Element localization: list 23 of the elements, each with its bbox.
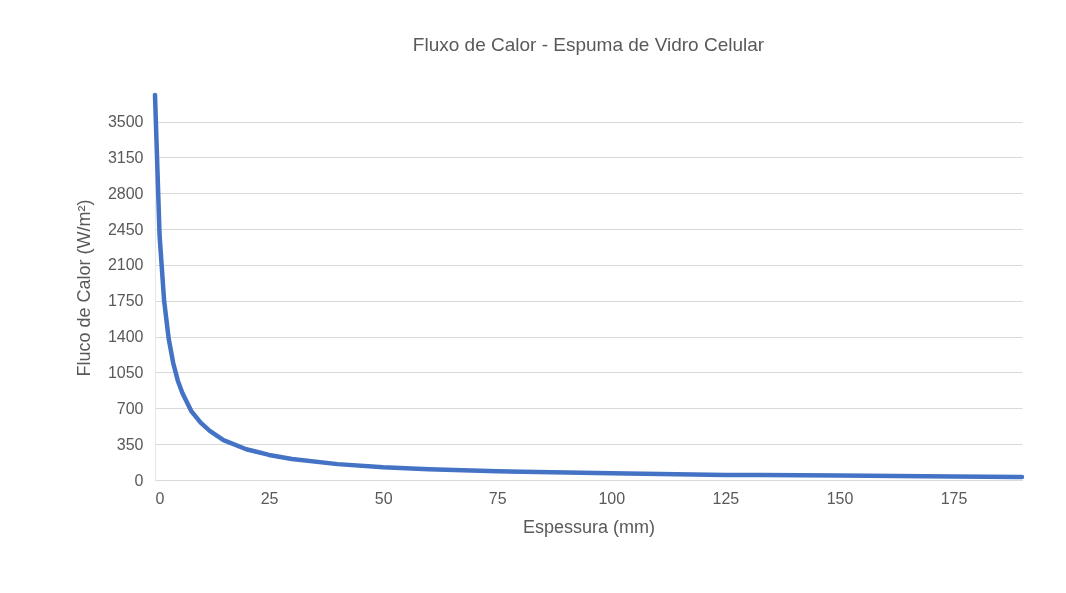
x-tick-label: 50 — [374, 489, 393, 507]
x-tick-label: 75 — [488, 489, 507, 507]
y-tick-label: 1750 — [107, 292, 144, 310]
line-series — [152, 92, 1025, 480]
y-tick-label: 2800 — [107, 184, 144, 202]
x-tick-label: 150 — [826, 489, 854, 507]
y-tick-label: 0 — [134, 471, 144, 489]
y-tick-label: 1400 — [107, 328, 144, 346]
y-tick-label: 3150 — [107, 148, 144, 166]
x-tick-label: 100 — [598, 489, 626, 507]
x-tick-label: 175 — [940, 489, 968, 507]
y-tick-label: 2450 — [107, 220, 144, 238]
x-tick-label: 125 — [712, 489, 740, 507]
y-tick-label: 700 — [116, 399, 144, 417]
y-tick-label: 1050 — [107, 363, 144, 381]
chart-title: Fluxo de Calor - Espuma de Vidro Celular — [412, 33, 765, 55]
y-tick-label: 350 — [116, 435, 144, 453]
y-tick-label: 2100 — [107, 256, 144, 274]
x-axis-title: Espessura (mm) — [522, 516, 656, 537]
x-tick-label: 25 — [260, 489, 279, 507]
y-tick-label: 3500 — [107, 113, 144, 131]
y-axis-title: Fluco de Calor (W/m²) — [73, 199, 94, 377]
x-tick-label: 0 — [155, 489, 165, 507]
